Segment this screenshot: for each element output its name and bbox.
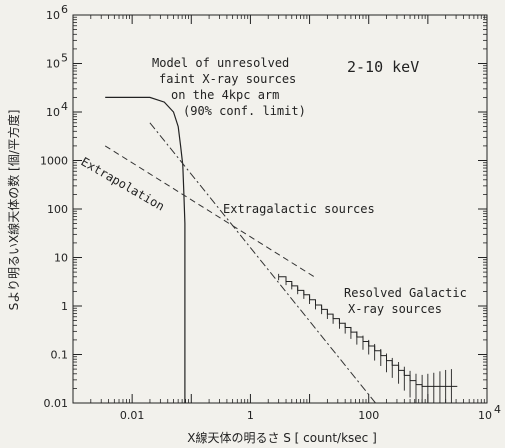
y-tick-label: 10 bbox=[46, 58, 60, 71]
y-tick-label: 0.1 bbox=[51, 349, 69, 362]
model-line-3: on the 4kpc arm bbox=[171, 88, 279, 102]
y-tick-label: 10 bbox=[46, 106, 60, 119]
model-line-2: faint X-ray sources bbox=[159, 72, 296, 86]
x-tick-label: 10 bbox=[478, 409, 492, 422]
x-tick-exponent: 4 bbox=[494, 403, 501, 416]
y-axis-label: Sより明るいX線天体の数 [個/平方度] bbox=[6, 110, 21, 311]
extragalactic-label: Extragalactic sources bbox=[223, 202, 375, 216]
y-tick-exponent: 5 bbox=[61, 52, 68, 65]
energy-band-label: 2-10 keV bbox=[347, 58, 419, 76]
x-tick-label: 100 bbox=[358, 409, 379, 422]
x-tick-label: 0.01 bbox=[120, 409, 145, 422]
y-tick-label: 0.01 bbox=[44, 397, 69, 410]
y-tick-label: 1000 bbox=[40, 155, 68, 168]
y-tick-label: 100 bbox=[47, 203, 68, 216]
y-tick-label: 1 bbox=[61, 300, 68, 313]
extragalactic-dashdot-line bbox=[149, 122, 376, 404]
model-line-1: Model of unresolved bbox=[152, 56, 289, 70]
model-curve-line bbox=[105, 96, 186, 403]
galactic-label-1: Resolved Galactic bbox=[344, 286, 467, 300]
y-tick-label: 10 bbox=[46, 9, 60, 22]
x-axis-label: X線天体の明るさ S [ count/ksec ] bbox=[187, 430, 377, 445]
galactic-label-2: X-ray sources bbox=[348, 302, 442, 316]
tick-marks bbox=[72, 14, 488, 404]
model-annotation: Model of unresolved faint X-ray sources … bbox=[152, 56, 306, 118]
y-tick-exponent: 6 bbox=[61, 3, 68, 16]
x-tick-label: 1 bbox=[247, 409, 254, 422]
y-tick-exponent: 4 bbox=[61, 100, 68, 113]
extrapolation-dashed-line bbox=[104, 145, 315, 278]
model-line-4: (90% conf. limit) bbox=[183, 104, 306, 118]
series-layer bbox=[104, 96, 458, 404]
y-tick-label: 10 bbox=[54, 252, 68, 265]
